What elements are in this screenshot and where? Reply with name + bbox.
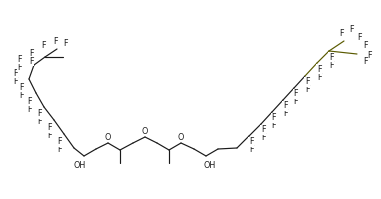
Text: F: F [28,97,32,105]
Text: F: F [261,134,265,142]
Text: F: F [367,52,371,60]
Text: F: F [317,64,321,73]
Text: F: F [38,109,42,118]
Text: F: F [13,68,17,77]
Text: F: F [305,77,309,87]
Text: OH: OH [204,161,216,170]
Text: F: F [294,98,298,106]
Text: F: F [329,60,333,69]
Text: F: F [249,145,253,154]
Text: F: F [28,104,32,113]
Text: O: O [105,133,111,141]
Text: F: F [283,109,287,118]
Text: F: F [38,117,42,127]
Text: F: F [249,138,253,146]
Text: O: O [142,127,148,136]
Text: F: F [48,132,52,140]
Text: OH: OH [74,161,86,170]
Text: F: F [283,101,287,110]
Text: F: F [363,42,367,51]
Text: F: F [48,124,52,133]
Text: F: F [294,90,298,99]
Text: F: F [13,76,17,86]
Text: F: F [63,38,67,48]
Text: F: F [358,32,362,42]
Text: F: F [272,113,276,123]
Text: F: F [261,126,265,135]
Text: F: F [305,86,309,95]
Text: F: F [41,41,45,50]
Text: F: F [20,83,24,92]
Text: F: F [350,24,354,33]
Text: F: F [329,53,333,61]
Text: F: F [20,91,24,100]
Text: F: F [18,55,22,63]
Text: F: F [29,57,33,65]
Text: F: F [317,72,321,82]
Text: O: O [178,133,184,141]
Text: F: F [58,145,62,154]
Text: F: F [340,28,344,37]
Text: F: F [58,138,62,146]
Text: F: F [29,49,33,58]
Text: F: F [53,36,57,46]
Text: F: F [18,62,22,71]
Text: F: F [272,122,276,131]
Text: F: F [363,58,367,66]
